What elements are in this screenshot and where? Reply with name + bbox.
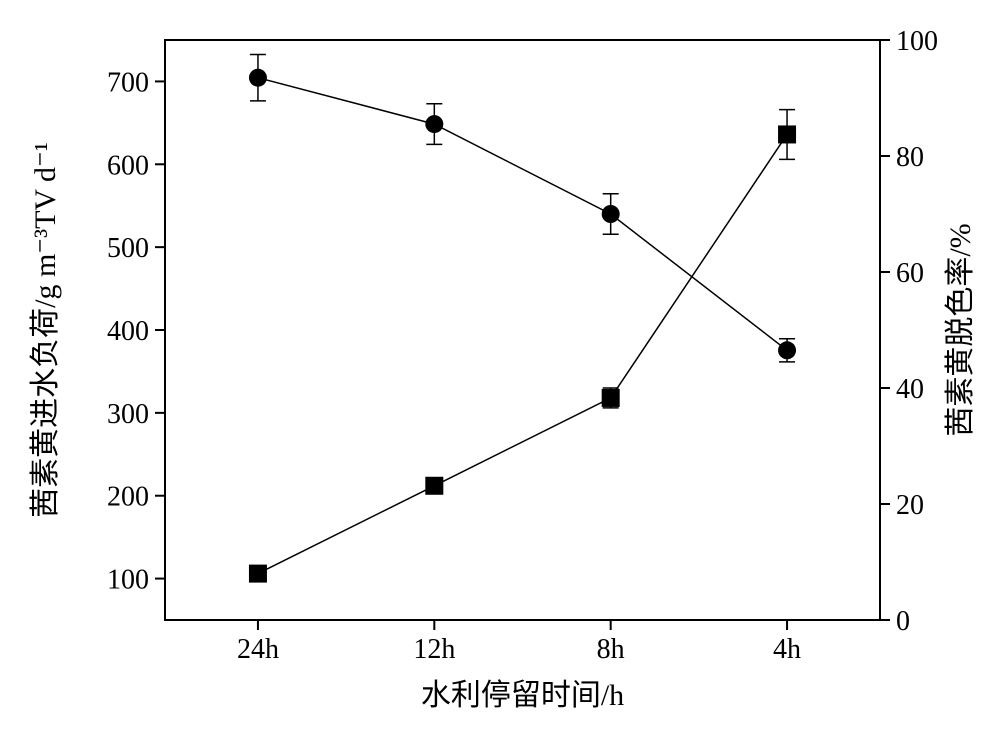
chart-svg: 100 200 300 400 500 600 700 0 20 40 60 80 100 24h 12h 8…: [0, 0, 1000, 748]
series-load-point: [602, 389, 620, 407]
y-right-tick-label: 80: [896, 142, 924, 173]
x-tick-label: 12h: [413, 634, 455, 665]
y-left-tick-label: 500: [107, 233, 149, 264]
x-axis-title: 水利停留时间/h: [421, 679, 624, 712]
y-left-tick-label: 100: [107, 565, 149, 596]
y-left-tick-label: 400: [107, 316, 149, 347]
y-left-axis-title: 茜素黄进水负荷/g m⁻³TV d⁻¹: [29, 142, 62, 518]
y-right-tick-label: 0: [896, 606, 910, 637]
y-right-axis-title: 茜素黄脱色率/%: [944, 223, 977, 436]
series-decolorization-point: [602, 205, 620, 223]
y-right-tick-label: 100: [896, 26, 938, 57]
x-tick-label: 8h: [597, 634, 625, 665]
series-decolorization-point: [778, 341, 796, 359]
y-right-tick-label: 60: [896, 258, 924, 289]
series-load-point: [425, 477, 443, 495]
series-decolorization-point: [425, 115, 443, 133]
series-decolorization-line: [258, 78, 787, 351]
chart-container: 100 200 300 400 500 600 700 0 20 40 60 80 100 24h 12h 8…: [0, 0, 1000, 748]
x-tick-label: 24h: [237, 634, 279, 665]
y-right-tick-label: 40: [896, 374, 924, 405]
x-tick-label: 4h: [773, 634, 801, 665]
series-load-point: [778, 125, 796, 143]
y-left-tick-label: 300: [107, 399, 149, 430]
y-left-tick-label: 200: [107, 482, 149, 513]
series-decolorization-point: [249, 69, 267, 87]
y-left-tick-label: 700: [107, 67, 149, 98]
series-load-point: [249, 565, 267, 583]
series-load-line: [258, 134, 787, 573]
y-left-tick-label: 600: [107, 150, 149, 181]
y-right-tick-label: 20: [896, 490, 924, 521]
